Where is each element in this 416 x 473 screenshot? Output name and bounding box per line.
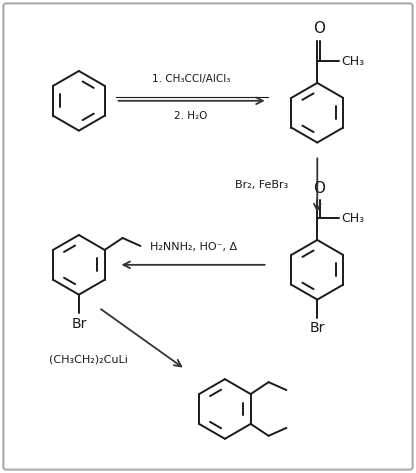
Text: 1. CH₃CCl/AlCl₃: 1. CH₃CCl/AlCl₃: [152, 74, 230, 84]
Text: O: O: [313, 181, 325, 196]
Text: CH₃: CH₃: [341, 54, 364, 68]
Text: Br: Br: [71, 316, 87, 331]
Text: (CH₃CH₂)₂CuLi: (CH₃CH₂)₂CuLi: [49, 354, 128, 364]
Text: Br₂, FeBr₃: Br₂, FeBr₃: [235, 180, 288, 190]
Text: O: O: [313, 21, 325, 36]
Text: CH₃: CH₃: [341, 211, 364, 225]
Text: Br: Br: [310, 322, 325, 335]
Text: H₂NNH₂, HO⁻, Δ: H₂NNH₂, HO⁻, Δ: [149, 242, 237, 252]
Text: 2. H₂O: 2. H₂O: [174, 111, 208, 121]
